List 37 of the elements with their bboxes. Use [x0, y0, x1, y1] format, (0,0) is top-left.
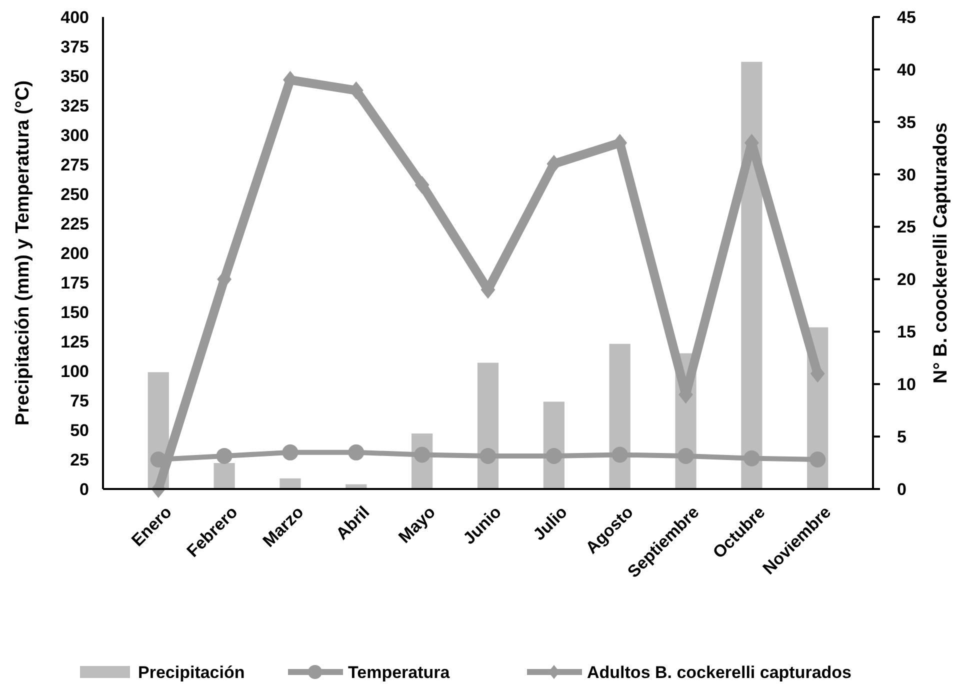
y-tick-label: 175 — [60, 273, 89, 292]
y-tick-label: 300 — [60, 126, 89, 145]
legend-label: Adultos B. cockerelli capturados — [587, 662, 852, 682]
y-tick-label: 375 — [60, 37, 89, 56]
y2-tick-label: 5 — [897, 428, 906, 447]
y-tick-label: 275 — [60, 155, 89, 174]
y2-tick-label: 35 — [897, 112, 916, 132]
y2-tick-label: 10 — [897, 375, 916, 394]
y-axis-title: Precipitación (mm) y Temperatura (°C) — [12, 80, 34, 426]
bar — [280, 478, 301, 489]
y-tick-label: 350 — [60, 66, 89, 86]
y2-tick-label: 45 — [897, 8, 916, 27]
y2-tick-label: 40 — [897, 60, 916, 80]
point — [414, 176, 430, 194]
legend-label: Precipitación — [138, 662, 245, 682]
y-tick-label: 75 — [70, 391, 89, 410]
bar — [477, 362, 499, 489]
y-tick-label: 325 — [60, 96, 89, 116]
y-tick-label: 225 — [60, 214, 89, 234]
y-tick-label: 125 — [60, 332, 89, 352]
legend-label: Temperatura — [348, 662, 450, 682]
y2-tick-label: 25 — [897, 218, 916, 237]
y-tick-label: 100 — [60, 362, 89, 381]
y-tick-label: 150 — [60, 302, 89, 322]
y-tick-label: 25 — [70, 450, 89, 470]
y-tick-label: 250 — [60, 184, 89, 204]
y2-tick-label: 15 — [897, 322, 916, 342]
y-tick-label: 50 — [70, 420, 89, 440]
bar — [609, 344, 630, 489]
y2-axis-title: N° B. coockerelli Capturados — [930, 122, 952, 384]
y-tick-label: 0 — [80, 480, 89, 499]
y-tick-label: 200 — [60, 244, 89, 263]
y2-tick-label: 20 — [897, 270, 916, 290]
y2-tick-label: 0 — [897, 480, 906, 499]
y-tick-label: 400 — [60, 8, 89, 27]
bar — [214, 463, 235, 489]
y2-tick-label: 30 — [897, 165, 916, 184]
